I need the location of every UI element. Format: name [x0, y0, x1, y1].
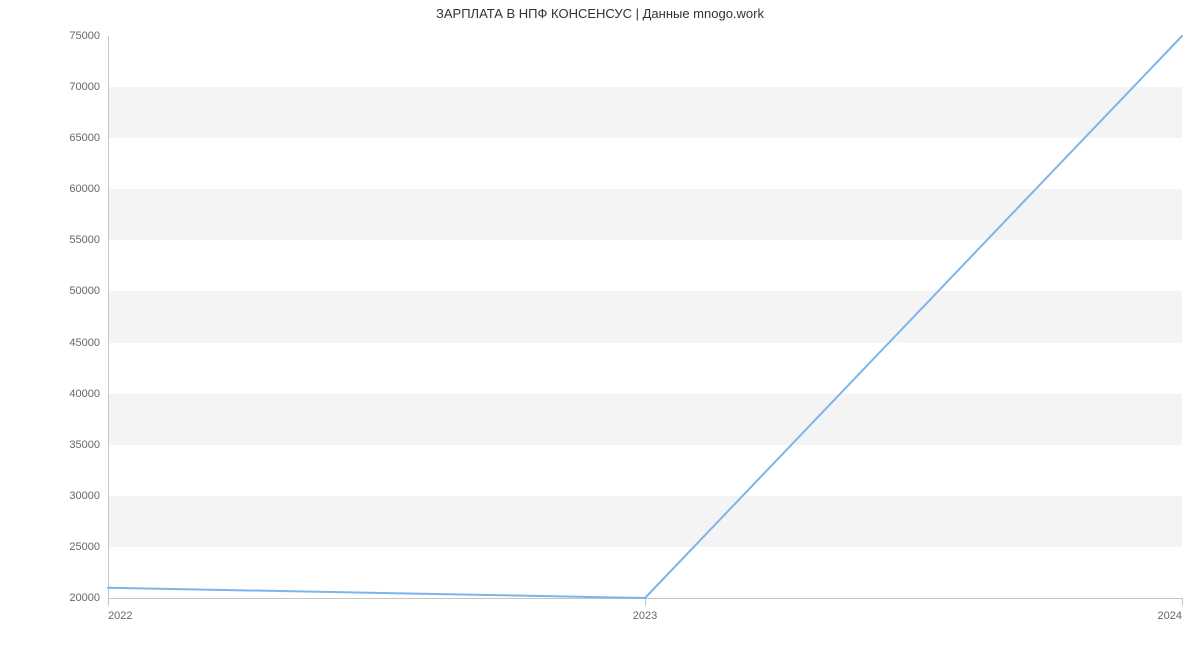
x-tick-label: 2023 — [633, 610, 657, 622]
y-tick-label: 55000 — [69, 234, 100, 246]
y-tick-label: 25000 — [69, 541, 100, 553]
y-tick-label: 75000 — [69, 30, 100, 42]
y-tick-label: 20000 — [69, 592, 100, 604]
y-tick-label: 40000 — [69, 388, 100, 400]
series-layer — [108, 36, 1182, 598]
y-tick-label: 50000 — [69, 285, 100, 297]
y-tick-label: 45000 — [69, 337, 100, 349]
x-tick-mark — [1182, 598, 1183, 606]
x-tick-mark — [108, 598, 109, 606]
y-tick-label: 30000 — [69, 490, 100, 502]
y-tick-label: 65000 — [69, 132, 100, 144]
x-tick-mark — [645, 598, 646, 606]
series-line-salary — [108, 36, 1182, 598]
plot-area: 2000025000300003500040000450005000055000… — [108, 36, 1182, 598]
y-tick-label: 35000 — [69, 439, 100, 451]
y-tick-label: 60000 — [69, 183, 100, 195]
salary-chart: ЗАРПЛАТА В НПФ КОНСЕНСУС | Данные mnogo.… — [0, 0, 1200, 650]
x-tick-label: 2024 — [1158, 610, 1182, 622]
chart-title: ЗАРПЛАТА В НПФ КОНСЕНСУС | Данные mnogo.… — [0, 6, 1200, 21]
y-tick-label: 70000 — [69, 81, 100, 93]
x-tick-label: 2022 — [108, 610, 132, 622]
